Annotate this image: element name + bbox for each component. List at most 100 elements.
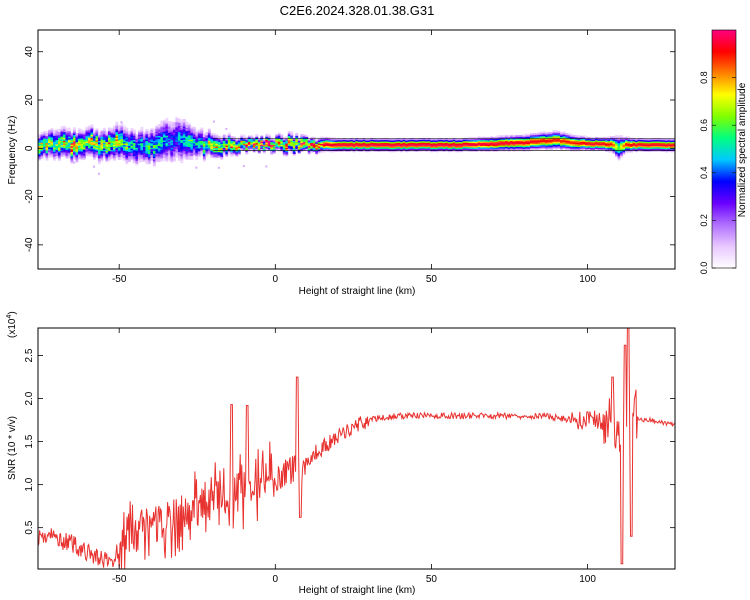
heatmap-cell bbox=[80, 143, 84, 146]
heatmap-cell bbox=[415, 141, 419, 144]
heatmap-cell bbox=[635, 145, 638, 148]
heatmap-cell bbox=[632, 146, 636, 149]
heatmap-cell bbox=[417, 146, 421, 149]
heatmap-cell bbox=[470, 148, 474, 151]
heatmap-cell bbox=[377, 142, 381, 145]
heatmap-cell bbox=[110, 156, 114, 159]
heatmap-cell bbox=[102, 145, 106, 148]
heatmap-cell bbox=[492, 140, 496, 142]
heatmap-cell bbox=[135, 156, 139, 159]
heatmap-cell bbox=[182, 152, 186, 155]
heatmap-cell bbox=[500, 146, 504, 149]
heatmap-cell bbox=[255, 142, 259, 145]
heatmap-cell bbox=[347, 148, 351, 151]
heatmap-cell bbox=[410, 148, 414, 151]
heatmap-cell bbox=[105, 153, 109, 156]
heatmap-cell bbox=[260, 145, 264, 148]
heatmap-cell bbox=[335, 145, 339, 148]
heatmap-cell bbox=[622, 136, 626, 139]
heatmap-cell bbox=[72, 156, 76, 159]
heatmap-cell bbox=[42, 143, 46, 146]
heatmap-cell bbox=[397, 143, 401, 146]
heatmap-cell bbox=[95, 128, 99, 131]
heatmap-cell bbox=[622, 139, 626, 142]
heatmap-cell bbox=[162, 137, 166, 140]
heatmap-cell bbox=[637, 138, 641, 140]
heatmap-cell bbox=[162, 147, 166, 150]
heatmap-cell bbox=[115, 137, 119, 140]
heatmap-cell bbox=[495, 148, 499, 151]
heatmap-cell bbox=[365, 144, 369, 147]
heatmap-cell bbox=[350, 139, 354, 142]
heatmap-cell bbox=[202, 138, 206, 140]
heatmap-cell bbox=[142, 145, 146, 148]
heatmap-cell bbox=[250, 138, 254, 141]
heatmap-cell bbox=[322, 146, 326, 149]
heatmap-cell bbox=[192, 138, 196, 141]
heatmap-cell bbox=[347, 138, 351, 141]
colorbar-bar bbox=[711, 29, 737, 269]
heatmap-cell bbox=[377, 141, 381, 144]
heatmap-cell bbox=[625, 145, 628, 148]
heatmap-cell bbox=[95, 141, 99, 144]
heatmap-cell bbox=[115, 149, 119, 152]
heatmap-cell bbox=[187, 124, 191, 127]
heatmap-cell bbox=[185, 140, 189, 143]
heatmap-cell bbox=[665, 148, 668, 151]
heatmap-cell bbox=[42, 149, 46, 152]
heatmap-cell bbox=[130, 146, 134, 149]
heatmap-cell bbox=[422, 142, 426, 145]
heatmap-cell bbox=[175, 124, 179, 127]
heatmap-cell bbox=[47, 144, 51, 147]
heatmap-cell bbox=[545, 148, 548, 150]
heatmap-cell bbox=[72, 138, 76, 141]
heatmap-cell bbox=[477, 142, 481, 145]
heatmap-cell bbox=[97, 156, 101, 159]
heatmap-cell bbox=[157, 157, 161, 160]
heatmap-cell bbox=[167, 155, 171, 158]
heatmap-cell bbox=[122, 130, 126, 132]
heatmap-cell bbox=[412, 141, 416, 143]
heatmap-cell bbox=[472, 136, 476, 139]
heatmap-cell bbox=[192, 142, 196, 145]
heatmap-cell bbox=[167, 134, 171, 136]
heatmap-cell bbox=[75, 140, 79, 143]
heatmap-cell bbox=[77, 133, 81, 136]
heatmap-cell bbox=[637, 145, 641, 148]
heatmap-cell bbox=[622, 138, 626, 141]
heatmap-cell bbox=[212, 153, 216, 156]
heatmap-cell bbox=[182, 130, 186, 133]
heatmap-cell bbox=[647, 144, 651, 147]
heatmap-cell bbox=[257, 141, 261, 144]
heatmap-cell bbox=[352, 143, 356, 146]
heatmap-cell bbox=[507, 142, 511, 145]
heatmap-cell bbox=[505, 142, 509, 144]
heatmap-cell bbox=[542, 147, 546, 150]
heatmap-cell bbox=[152, 143, 156, 146]
heatmap-cell bbox=[152, 141, 156, 144]
heatmap-cell bbox=[50, 151, 54, 154]
heatmap-cell bbox=[285, 144, 289, 147]
heatmap-cell bbox=[655, 142, 658, 145]
heatmap-cell bbox=[582, 148, 586, 151]
colorbar-tick-label: 0.0 bbox=[699, 262, 709, 275]
heatmap-cell bbox=[265, 145, 269, 148]
heatmap-cell bbox=[245, 151, 249, 154]
heatmap-cell bbox=[307, 148, 311, 151]
heatmap-cell bbox=[507, 135, 511, 138]
heatmap-cell bbox=[65, 130, 69, 133]
heatmap-cell bbox=[165, 119, 169, 122]
heatmap-cell bbox=[527, 148, 531, 151]
heatmap-cell bbox=[410, 142, 414, 145]
heatmap-cell bbox=[60, 147, 64, 150]
heatmap-cell bbox=[262, 150, 266, 153]
heatmap-cell bbox=[135, 159, 139, 161]
heatmap-cell bbox=[335, 140, 339, 142]
heatmap-cell bbox=[195, 140, 199, 143]
heatmap-cell bbox=[362, 140, 366, 143]
heatmap-cell bbox=[397, 146, 401, 149]
heatmap-cell bbox=[127, 137, 131, 139]
heatmap-cell bbox=[272, 144, 276, 147]
heatmap-cell bbox=[160, 135, 164, 137]
heatmap-cell bbox=[360, 144, 364, 147]
